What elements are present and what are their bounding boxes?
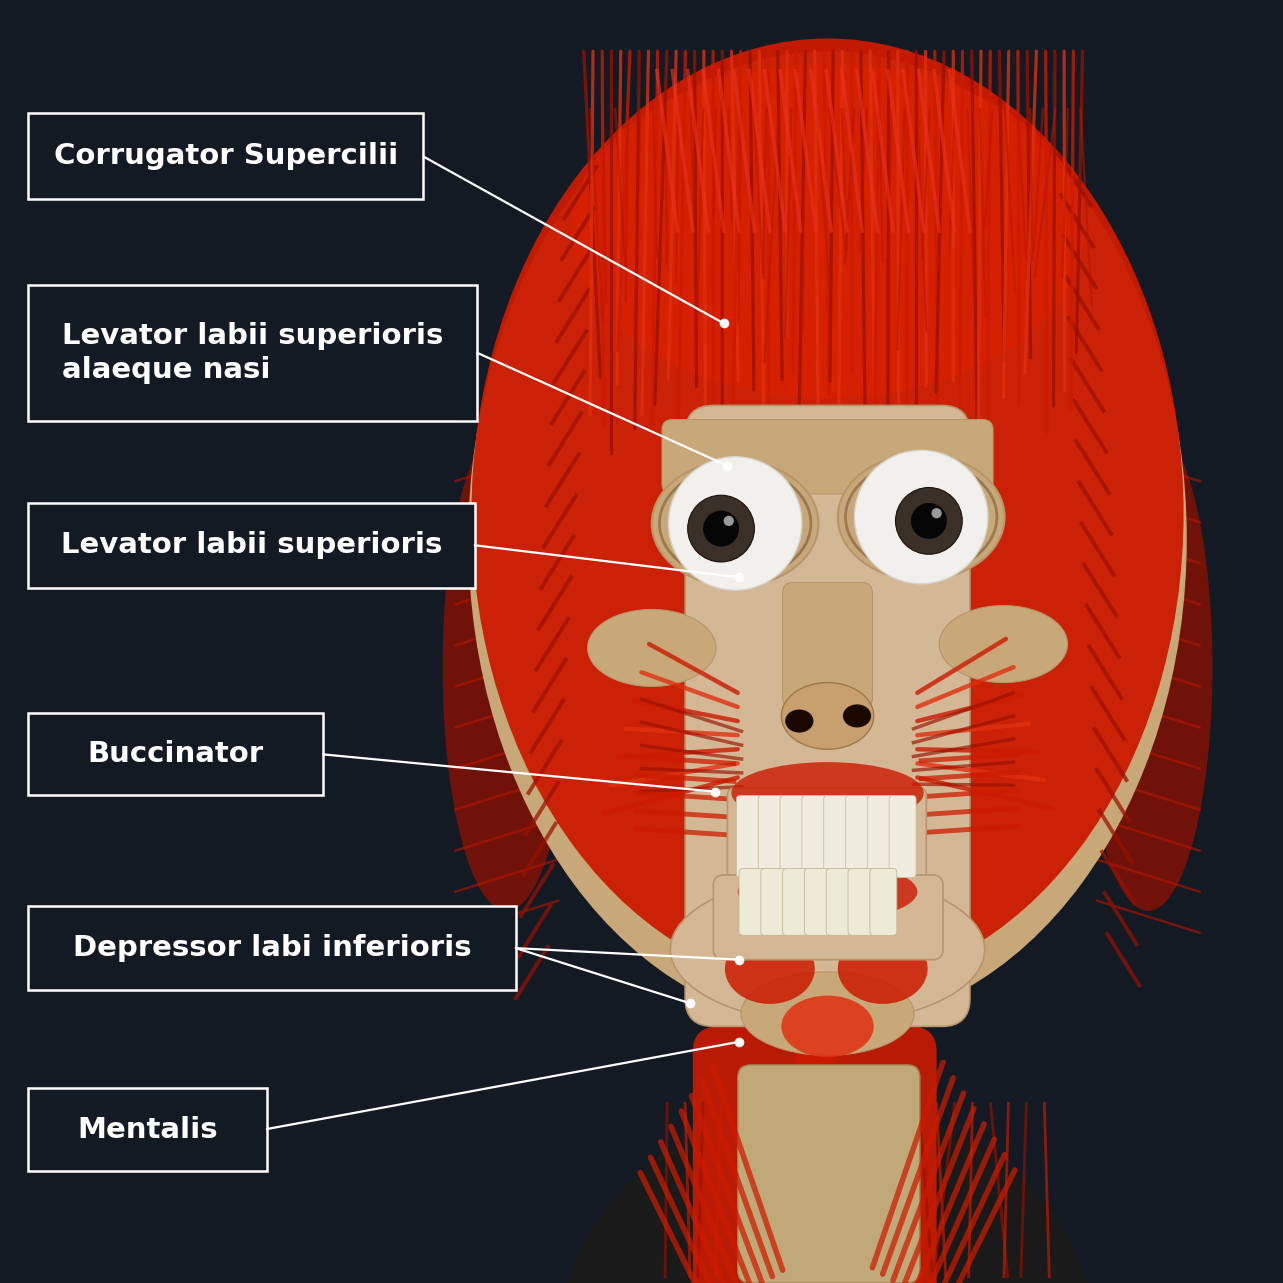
Point [680,993,701,1014]
FancyBboxPatch shape [761,869,788,935]
Text: Levator labii superioris
alaeque nasi: Levator labii superioris alaeque nasi [62,322,444,384]
FancyBboxPatch shape [889,795,916,878]
Ellipse shape [571,64,1084,398]
Text: Buccinator: Buccinator [87,740,264,769]
Bar [28,713,323,795]
Ellipse shape [725,933,815,1003]
FancyBboxPatch shape [845,795,872,878]
Ellipse shape [838,933,928,1003]
FancyBboxPatch shape [662,420,993,494]
Ellipse shape [939,606,1067,683]
Ellipse shape [443,423,571,911]
Ellipse shape [781,996,874,1057]
Ellipse shape [742,973,913,1055]
Text: Levator labii superioris: Levator labii superioris [60,531,443,559]
Ellipse shape [471,38,1184,988]
Ellipse shape [781,683,874,749]
FancyBboxPatch shape [826,869,853,935]
FancyBboxPatch shape [758,795,785,878]
Circle shape [703,511,739,547]
Point [717,455,738,476]
FancyBboxPatch shape [848,869,875,935]
Point [704,781,725,802]
Ellipse shape [468,51,1187,1026]
Circle shape [688,495,754,562]
Circle shape [724,516,734,526]
Circle shape [911,503,947,539]
Circle shape [668,457,802,590]
Ellipse shape [785,709,813,733]
Ellipse shape [731,762,924,824]
FancyBboxPatch shape [693,1026,834,1283]
FancyBboxPatch shape [804,869,831,935]
Text: Depressor labi inferioris: Depressor labi inferioris [73,934,471,962]
Bar [28,906,516,990]
Point [729,567,749,588]
Ellipse shape [843,704,871,727]
FancyBboxPatch shape [783,869,810,935]
Circle shape [854,450,988,584]
Ellipse shape [670,875,985,1024]
FancyBboxPatch shape [824,795,851,878]
FancyBboxPatch shape [783,582,872,708]
Ellipse shape [558,1103,1097,1283]
FancyBboxPatch shape [780,795,807,878]
FancyBboxPatch shape [795,1026,937,1283]
Point [729,1032,749,1052]
FancyBboxPatch shape [685,405,970,1026]
FancyBboxPatch shape [727,788,926,893]
Ellipse shape [1084,423,1212,911]
FancyBboxPatch shape [739,869,766,935]
Text: Mentalis: Mentalis [77,1116,218,1143]
FancyBboxPatch shape [738,1065,920,1283]
FancyBboxPatch shape [867,795,894,878]
Ellipse shape [652,461,819,586]
Point [713,313,734,334]
FancyBboxPatch shape [870,869,897,935]
Bar [28,503,475,588]
Bar [28,1088,267,1171]
Bar [28,285,477,421]
Bar [28,113,423,199]
Ellipse shape [838,454,1005,580]
FancyBboxPatch shape [713,875,943,960]
Point [729,949,749,970]
Ellipse shape [738,862,917,921]
Circle shape [896,488,962,554]
FancyBboxPatch shape [802,795,829,878]
FancyBboxPatch shape [736,795,763,878]
Text: Corrugator Supercilii: Corrugator Supercilii [54,142,398,169]
Ellipse shape [735,493,784,565]
Ellipse shape [588,609,716,686]
Circle shape [931,508,942,518]
